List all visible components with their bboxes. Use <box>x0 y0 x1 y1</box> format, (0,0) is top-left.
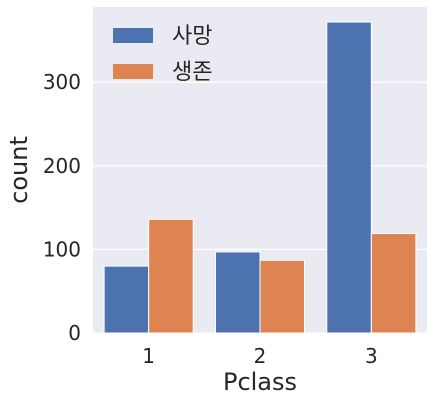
legend-label: 생존 <box>172 60 212 85</box>
bar-2-1 <box>259 259 306 334</box>
bar-2-0 <box>214 251 261 334</box>
bars <box>103 21 417 334</box>
y-axis-label: count <box>5 136 33 204</box>
y-tick-label: 0 <box>68 321 81 345</box>
bar-1-1 <box>148 218 194 334</box>
y-tick-label: 200 <box>43 154 81 178</box>
x-tick-label: 1 <box>142 344 155 368</box>
bar-1-0 <box>103 265 150 334</box>
x-tick-label: 2 <box>254 344 267 368</box>
y-axis-ticks: 0 100 200 300 <box>43 70 81 345</box>
bar-3-0 <box>326 21 372 334</box>
x-tick-label: 3 <box>365 344 378 368</box>
y-tick-label: 300 <box>43 70 81 94</box>
x-axis-ticks: 1 2 3 <box>142 344 377 368</box>
x-axis-label: Pclass <box>223 368 297 396</box>
legend-swatch <box>113 28 153 43</box>
legend-swatch <box>113 64 153 79</box>
y-tick-label: 100 <box>43 237 81 261</box>
legend-label: 사망 <box>172 24 212 49</box>
bar-3-1 <box>370 233 417 334</box>
